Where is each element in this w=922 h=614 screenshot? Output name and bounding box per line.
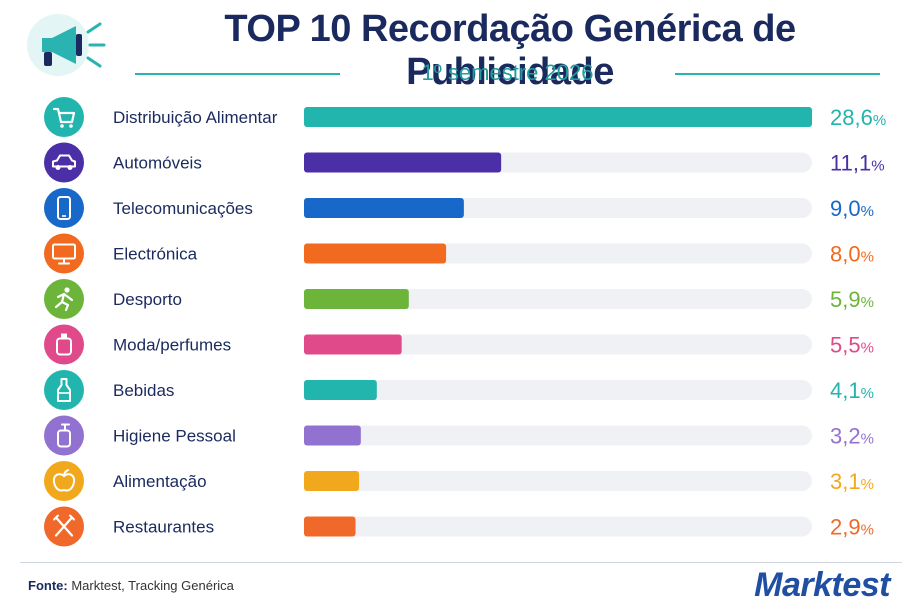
page-title: TOP 10 Recordação Genérica de Publicidad…: [224, 8, 796, 93]
value-label: 11,1%: [830, 151, 885, 176]
page-subtitle: 1º semestre 2026: [421, 60, 594, 85]
bar-row: Telecomunicações 9,0%: [44, 188, 874, 228]
perfume-bottle-icon: [44, 324, 84, 365]
value-label: 5,9%: [830, 287, 874, 312]
value-label: 9,0%: [830, 196, 874, 221]
bar: [304, 425, 361, 446]
bar: [304, 198, 464, 218]
bar-row: Alimentação 3,1%: [44, 461, 874, 501]
category-label: Alimentação: [113, 472, 207, 491]
marktest-logo: Marktest: [754, 566, 890, 604]
subtitle-divider-right: [675, 73, 880, 75]
value-unit: %: [861, 385, 874, 402]
value-unit: %: [861, 340, 874, 357]
bar-track: [304, 425, 812, 446]
source-label: Fonte:: [28, 578, 68, 593]
bar-track: [304, 380, 812, 400]
category-label: Automóveis: [113, 154, 202, 173]
value-label: 8,0%: [830, 242, 874, 267]
bar-row: Electrónica 8,0%: [44, 233, 874, 274]
category-label: Electrónica: [113, 245, 198, 264]
apple-icon: [44, 461, 84, 501]
bar-row: Desporto 5,9%: [44, 279, 874, 319]
bar-row: Bebidas 4,1%: [44, 370, 874, 410]
value-label: 5,5%: [830, 333, 874, 358]
value-unit: %: [861, 522, 874, 539]
category-label: Desporto: [113, 290, 182, 309]
drink-bottle-icon: [44, 370, 84, 410]
smartphone-icon: [44, 188, 84, 228]
category-label: Restaurantes: [113, 518, 214, 537]
monitor-icon: [44, 233, 84, 274]
source-text: Marktest, Tracking Genérica: [71, 578, 234, 593]
bar: [304, 107, 812, 127]
value-label: 3,1%: [830, 469, 874, 494]
megaphone-icon: [27, 14, 106, 76]
value-unit: %: [871, 158, 884, 175]
bar-row: Automóveis 11,1%: [44, 142, 885, 183]
category-label: Distribuição Alimentar: [113, 108, 278, 127]
value-unit: %: [861, 431, 874, 448]
shopping-cart-icon: [44, 97, 84, 137]
bar: [304, 380, 377, 400]
source-note: Fonte: Marktest, Tracking Genérica: [28, 578, 234, 593]
value-label: 2,9%: [830, 515, 874, 540]
category-label: Higiene Pessoal: [113, 427, 236, 446]
bar: [304, 243, 447, 264]
car-icon: [44, 142, 84, 183]
value-unit: %: [861, 249, 874, 266]
category-label: Moda/perfumes: [113, 336, 231, 355]
bar-track: [304, 334, 812, 355]
pump-bottle-icon: [44, 415, 84, 456]
value-label: 28,6%: [830, 105, 886, 130]
subtitle-row: 1º semestre 2026: [135, 58, 880, 88]
value-label: 3,2%: [830, 424, 874, 449]
fork-knife-icon: [44, 506, 84, 547]
category-label: Telecomunicações: [113, 199, 253, 218]
running-person-icon: [44, 279, 84, 319]
category-label: Bebidas: [113, 381, 174, 400]
bar-chart: Distribuição Alimentar 28,6% Automóveis 11,…: [44, 97, 886, 547]
bar-track: [304, 471, 812, 491]
value-label: 4,1%: [830, 378, 874, 403]
footer-divider: [20, 562, 902, 563]
bar-row: Moda/perfumes 5,5%: [44, 324, 874, 365]
bar: [304, 516, 356, 537]
value-unit: %: [873, 112, 886, 129]
value-unit: %: [861, 476, 874, 493]
bar-row: Higiene Pessoal 3,2%: [44, 415, 874, 456]
subtitle-divider-left: [135, 73, 340, 75]
bar: [304, 289, 409, 309]
bar-track: [304, 516, 812, 537]
value-unit: %: [861, 203, 874, 220]
bar-track: [304, 289, 812, 309]
bar-row: Distribuição Alimentar 28,6%: [44, 97, 886, 137]
bar: [304, 334, 402, 355]
bar-row: Restaurantes 2,9%: [44, 506, 874, 547]
bar: [304, 152, 502, 173]
bar: [304, 471, 360, 491]
value-unit: %: [861, 294, 874, 311]
